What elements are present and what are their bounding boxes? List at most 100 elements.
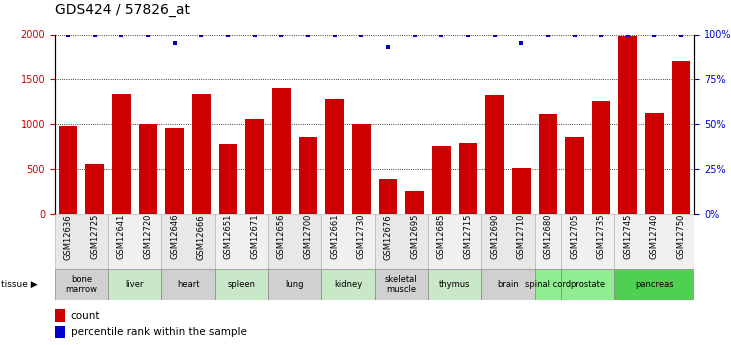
Point bbox=[89, 32, 101, 37]
Text: GSM12740: GSM12740 bbox=[650, 214, 659, 259]
Bar bbox=[428, 269, 481, 300]
Bar bbox=[268, 269, 322, 300]
Text: liver: liver bbox=[126, 280, 144, 289]
Bar bbox=[165, 128, 184, 214]
Bar bbox=[539, 114, 557, 214]
Bar bbox=[108, 214, 162, 271]
Point bbox=[222, 32, 234, 37]
Point bbox=[276, 32, 287, 37]
Text: kidney: kidney bbox=[334, 280, 362, 289]
Bar bbox=[215, 269, 268, 300]
Point bbox=[382, 44, 394, 50]
Point bbox=[62, 32, 74, 37]
Point bbox=[462, 32, 474, 37]
Point bbox=[515, 41, 527, 46]
Text: GSM12750: GSM12750 bbox=[677, 214, 686, 259]
Bar bbox=[192, 94, 211, 214]
Bar bbox=[325, 99, 344, 214]
Point bbox=[196, 32, 208, 37]
Bar bbox=[432, 146, 450, 214]
Bar bbox=[565, 137, 584, 214]
Bar bbox=[352, 124, 371, 214]
Bar bbox=[481, 214, 534, 271]
Text: percentile rank within the sample: percentile rank within the sample bbox=[71, 327, 246, 337]
Text: spinal cord: spinal cord bbox=[525, 280, 571, 289]
Bar bbox=[645, 112, 664, 214]
Bar bbox=[534, 269, 561, 300]
Bar bbox=[485, 95, 504, 214]
Text: GSM12636: GSM12636 bbox=[64, 214, 72, 259]
Text: GSM12715: GSM12715 bbox=[463, 214, 472, 259]
Text: GSM12695: GSM12695 bbox=[410, 214, 419, 259]
Text: GSM12676: GSM12676 bbox=[384, 214, 393, 259]
Text: GSM12646: GSM12646 bbox=[170, 214, 179, 259]
Text: lung: lung bbox=[285, 280, 304, 289]
Bar bbox=[405, 191, 424, 214]
Point bbox=[143, 32, 154, 37]
Bar bbox=[561, 269, 615, 300]
Point bbox=[648, 32, 660, 37]
Bar bbox=[322, 269, 374, 300]
Point bbox=[542, 32, 553, 37]
Bar bbox=[55, 214, 108, 271]
Text: GSM12725: GSM12725 bbox=[91, 214, 99, 259]
Text: GSM12641: GSM12641 bbox=[117, 214, 126, 259]
Bar bbox=[379, 179, 397, 214]
Text: skeletal
muscle: skeletal muscle bbox=[385, 275, 417, 294]
Text: bone
marrow: bone marrow bbox=[66, 275, 97, 294]
Text: GSM12651: GSM12651 bbox=[224, 214, 232, 259]
Bar bbox=[428, 214, 481, 271]
Text: tissue ▶: tissue ▶ bbox=[1, 280, 37, 289]
Bar bbox=[162, 269, 215, 300]
Bar bbox=[458, 143, 477, 214]
Text: GSM12661: GSM12661 bbox=[330, 214, 339, 259]
Text: count: count bbox=[71, 311, 100, 321]
Text: heart: heart bbox=[177, 280, 200, 289]
Text: brain: brain bbox=[497, 280, 519, 289]
Text: GSM12745: GSM12745 bbox=[624, 214, 632, 259]
Point bbox=[169, 41, 181, 46]
Point bbox=[622, 32, 634, 37]
Text: GSM12705: GSM12705 bbox=[570, 214, 579, 259]
Bar bbox=[58, 126, 77, 214]
Bar bbox=[374, 269, 428, 300]
Text: GSM12690: GSM12690 bbox=[490, 214, 499, 259]
Text: GSM12656: GSM12656 bbox=[277, 214, 286, 259]
Bar bbox=[618, 36, 637, 214]
Bar bbox=[615, 269, 694, 300]
Text: spleen: spleen bbox=[227, 280, 255, 289]
Text: GSM12735: GSM12735 bbox=[596, 214, 606, 259]
Bar bbox=[672, 60, 691, 214]
Bar bbox=[592, 101, 610, 214]
Point bbox=[329, 32, 341, 37]
Bar bbox=[215, 214, 268, 271]
Text: thymus: thymus bbox=[439, 280, 470, 289]
Text: GSM12730: GSM12730 bbox=[357, 214, 366, 259]
Text: GSM12700: GSM12700 bbox=[303, 214, 313, 259]
Point bbox=[675, 32, 687, 37]
Bar bbox=[481, 269, 534, 300]
Bar bbox=[534, 214, 561, 271]
Point bbox=[436, 32, 447, 37]
Text: GSM12680: GSM12680 bbox=[543, 214, 553, 259]
Bar bbox=[268, 214, 322, 271]
Bar bbox=[374, 214, 428, 271]
Bar bbox=[512, 168, 531, 214]
Point bbox=[489, 32, 501, 37]
Bar bbox=[219, 144, 238, 214]
Bar bbox=[86, 164, 104, 214]
Bar bbox=[112, 94, 131, 214]
Text: GSM12666: GSM12666 bbox=[197, 214, 206, 259]
Bar bbox=[139, 124, 157, 214]
Point bbox=[249, 32, 260, 37]
Text: prostate: prostate bbox=[570, 280, 605, 289]
Bar bbox=[272, 88, 291, 214]
Bar bbox=[162, 214, 215, 271]
Point bbox=[302, 32, 314, 37]
Bar bbox=[55, 269, 108, 300]
Bar bbox=[561, 214, 615, 271]
Bar bbox=[55, 309, 66, 322]
Text: GDS424 / 57826_at: GDS424 / 57826_at bbox=[55, 3, 190, 17]
Text: GSM12671: GSM12671 bbox=[250, 214, 260, 259]
Text: GSM12720: GSM12720 bbox=[143, 214, 153, 259]
